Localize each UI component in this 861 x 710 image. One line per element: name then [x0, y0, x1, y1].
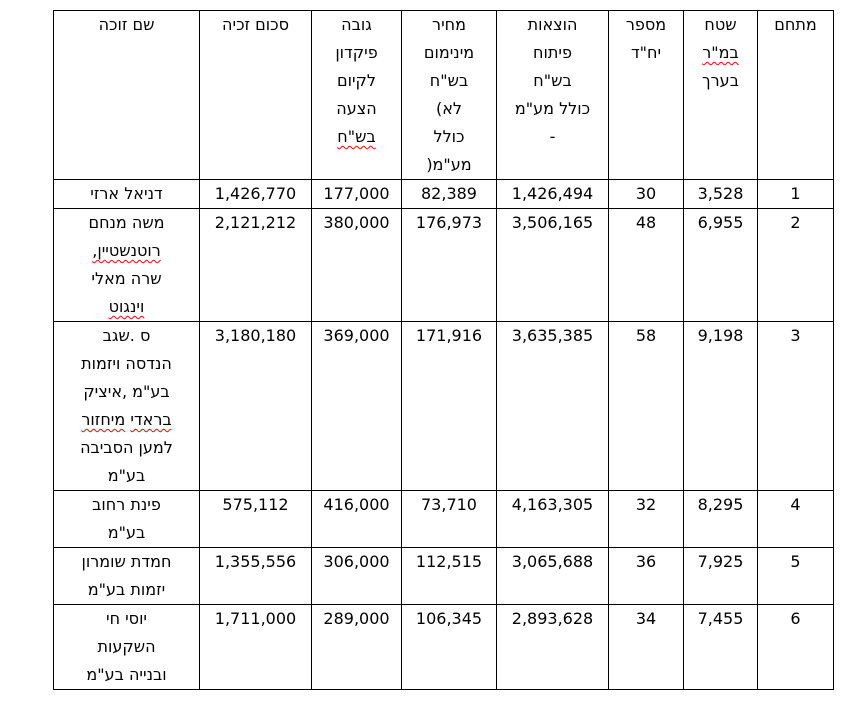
table-row-5: 5 7,925 36 3,065,688 112,515 306,000 1,355,556… — [53, 547, 834, 605]
cell-winner-row-3: ס .שגב הנדסה ויזמות בע"מ ,איציק בראדי מיחזו… — [53, 321, 200, 491]
spellcheck-mark: רוטנשטיין, — [92, 241, 161, 260]
spellcheck-mark: בראדי — [130, 410, 172, 429]
cell-min-price-row-6: 106,345 — [401, 604, 497, 690]
cell-area-row-1: 3,528 — [683, 179, 758, 209]
spellcheck-mark: בש"ח — [337, 127, 376, 146]
cell-dev-costs-row-4: 4,163,305 — [496, 490, 609, 548]
spellcheck-mark: במ"ר — [702, 43, 739, 62]
table-row-3: 3 9,198 58 3,635,385 171,916 369,000 3,180,180… — [53, 321, 834, 491]
cell-deposit-row-4: 416,000 — [311, 490, 402, 548]
cell-win-sum-row-2: 2,121,212 — [199, 208, 312, 322]
column-header-dev-costs: הוצאות פיתוח בש"ח כולל מע"מ - — [496, 10, 609, 180]
cell-winner-row-6: יוסי חי השקעות ובנייה בע"מ — [53, 604, 200, 690]
spellcheck-mark: מיחזור — [81, 410, 126, 429]
cell-win-sum-row-3: 3,180,180 — [199, 321, 312, 491]
cell-dev-costs-row-3: 3,635,385 — [496, 321, 609, 491]
table-row-6: 6 7,455 34 2,893,628 106,345 289,000 1,711,000… — [53, 604, 834, 690]
cell-mitcham-row-1: 1 — [757, 179, 834, 209]
column-header-win-sum: סכום זכיה — [199, 10, 312, 180]
cell-mitcham-row-3: 3 — [757, 321, 834, 491]
cell-area-row-6: 7,455 — [683, 604, 758, 690]
cell-deposit-row-1: 177,000 — [311, 179, 402, 209]
cell-winner-row-1: דניאל ארזי — [53, 179, 200, 209]
cell-deposit-row-3: 369,000 — [311, 321, 402, 491]
cell-dev-costs-row-6: 2,893,628 — [496, 604, 609, 690]
cell-win-sum-row-1: 1,426,770 — [199, 179, 312, 209]
table-header: מתחם שטח במ"ר בערך מספר יח"ד הוצאות פיתוח בש"ח כו… — [53, 10, 834, 180]
cell-mitcham-row-6: 6 — [757, 604, 834, 690]
table-body: 1 3,528 30 1,426,494 82,389 177,000 1,426,770 ד… — [53, 179, 834, 690]
cell-min-price-row-2: 176,973 — [401, 208, 497, 322]
column-header-units: מספר יח"ד — [608, 10, 684, 180]
cell-units-row-5: 36 — [608, 547, 684, 605]
cell-units-row-6: 34 — [608, 604, 684, 690]
cell-units-row-1: 30 — [608, 179, 684, 209]
cell-min-price-row-4: 73,710 — [401, 490, 497, 548]
spellcheck-mark: וינגוט — [108, 297, 145, 316]
column-header-deposit: גובה פיקדון לקיום הצעה בש"ח — [311, 10, 402, 180]
header-row: מתחם שטח במ"ר בערך מספר יח"ד הוצאות פיתוח בש"ח כו… — [53, 10, 834, 180]
cell-dev-costs-row-1: 1,426,494 — [496, 179, 609, 209]
cell-area-row-5: 7,925 — [683, 547, 758, 605]
cell-deposit-row-6: 289,000 — [311, 604, 402, 690]
cell-mitcham-row-5: 5 — [757, 547, 834, 605]
cell-winner-row-2: משה מנחם רוטנשטיין, שרה מאלי וינגוט — [53, 208, 200, 322]
cell-units-row-3: 58 — [608, 321, 684, 491]
cell-units-row-4: 32 — [608, 490, 684, 548]
table-row-2: 2 6,955 48 3,506,165 176,973 380,000 2,121,212… — [53, 208, 834, 322]
cell-area-row-4: 8,295 — [683, 490, 758, 548]
cell-units-row-2: 48 — [608, 208, 684, 322]
cell-mitcham-row-4: 4 — [757, 490, 834, 548]
cell-dev-costs-row-5: 3,065,688 — [496, 547, 609, 605]
cell-area-row-3: 9,198 — [683, 321, 758, 491]
cell-deposit-row-2: 380,000 — [311, 208, 402, 322]
column-header-winner: שם זוכה — [53, 10, 200, 180]
table-row-4: 4 8,295 32 4,163,305 73,710 416,000 575,112 פינ… — [53, 490, 834, 548]
tender-results-table: מתחם שטח במ"ר בערך מספר יח"ד הוצאות פיתוח בש"ח כו… — [53, 10, 834, 690]
cell-win-sum-row-5: 1,355,556 — [199, 547, 312, 605]
cell-winner-row-4: פינת רחוב בע"מ — [53, 490, 200, 548]
column-header-area: שטח במ"ר בערך — [683, 10, 758, 180]
cell-min-price-row-1: 82,389 — [401, 179, 497, 209]
cell-win-sum-row-4: 575,112 — [199, 490, 312, 548]
cell-winner-row-5: חמדת שומרון יזמות בע"מ — [53, 547, 200, 605]
table-row-1: 1 3,528 30 1,426,494 82,389 177,000 1,426,770 ד… — [53, 179, 834, 209]
cell-win-sum-row-6: 1,711,000 — [199, 604, 312, 690]
cell-area-row-2: 6,955 — [683, 208, 758, 322]
column-header-min-price: מחיר מינימום בש"ח לא) כולל מע"מ( — [401, 10, 497, 180]
cell-dev-costs-row-2: 3,506,165 — [496, 208, 609, 322]
cell-min-price-row-3: 171,916 — [401, 321, 497, 491]
cell-mitcham-row-2: 2 — [757, 208, 834, 322]
cell-deposit-row-5: 306,000 — [311, 547, 402, 605]
cell-min-price-row-5: 112,515 — [401, 547, 497, 605]
column-header-mitcham: מתחם — [757, 10, 834, 180]
